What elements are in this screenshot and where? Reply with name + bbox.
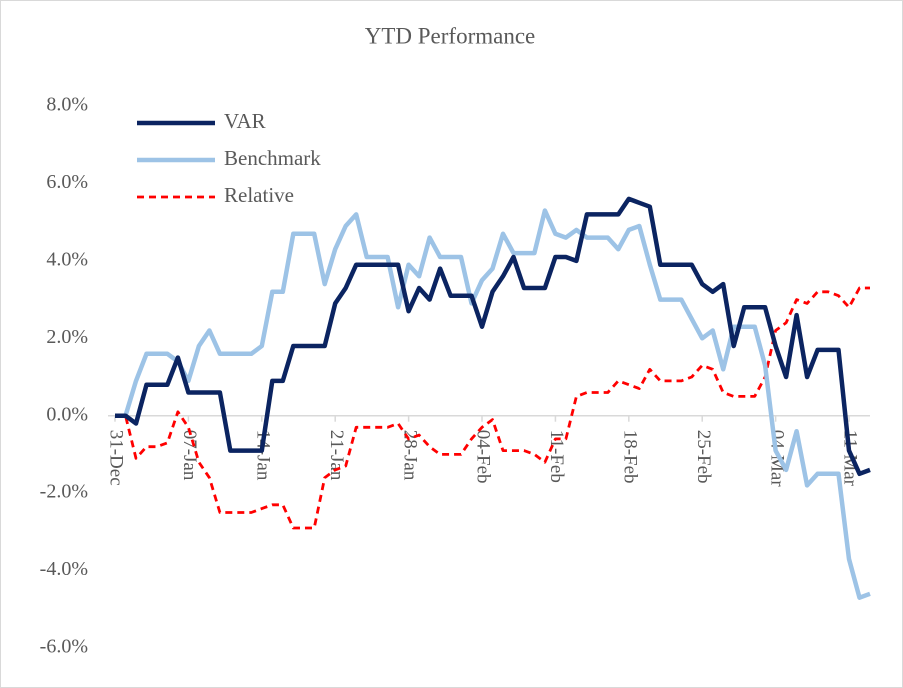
x-tick-label: 31-Dec: [106, 430, 127, 486]
y-tick-label: -4.0%: [40, 558, 88, 580]
series-line: [115, 208, 871, 600]
series-line: [115, 286, 870, 530]
x-tick-label: 04-Feb: [473, 430, 494, 484]
y-tick-label: -2.0%: [40, 481, 88, 503]
legend-label: Relative: [224, 183, 294, 207]
y-tick-label: 0.0%: [46, 403, 88, 425]
x-tick-label: 04-Mar: [766, 430, 787, 488]
y-tick-label: -6.0%: [40, 636, 88, 658]
y-tick-label: 2.0%: [46, 326, 88, 348]
y-tick-label: 4.0%: [46, 248, 88, 270]
x-tick-label: 18-Feb: [619, 430, 640, 484]
series-line: [115, 196, 871, 477]
x-tick-label: 11-Feb: [546, 430, 567, 483]
x-tick-label: 28-Jan: [399, 430, 420, 481]
y-tick-label: 8.0%: [46, 94, 88, 116]
chart-title: YTD Performance: [365, 23, 536, 48]
x-tick-label: 25-Feb: [693, 430, 714, 484]
legend-label: VAR: [224, 109, 266, 133]
y-tick-label: 6.0%: [46, 171, 88, 193]
x-tick-label: 14-Jan: [252, 430, 273, 481]
x-tick-label: 21-Jan: [326, 430, 347, 481]
x-tick-label: 07-Jan: [179, 430, 200, 481]
legend-label: Benchmark: [224, 146, 321, 170]
